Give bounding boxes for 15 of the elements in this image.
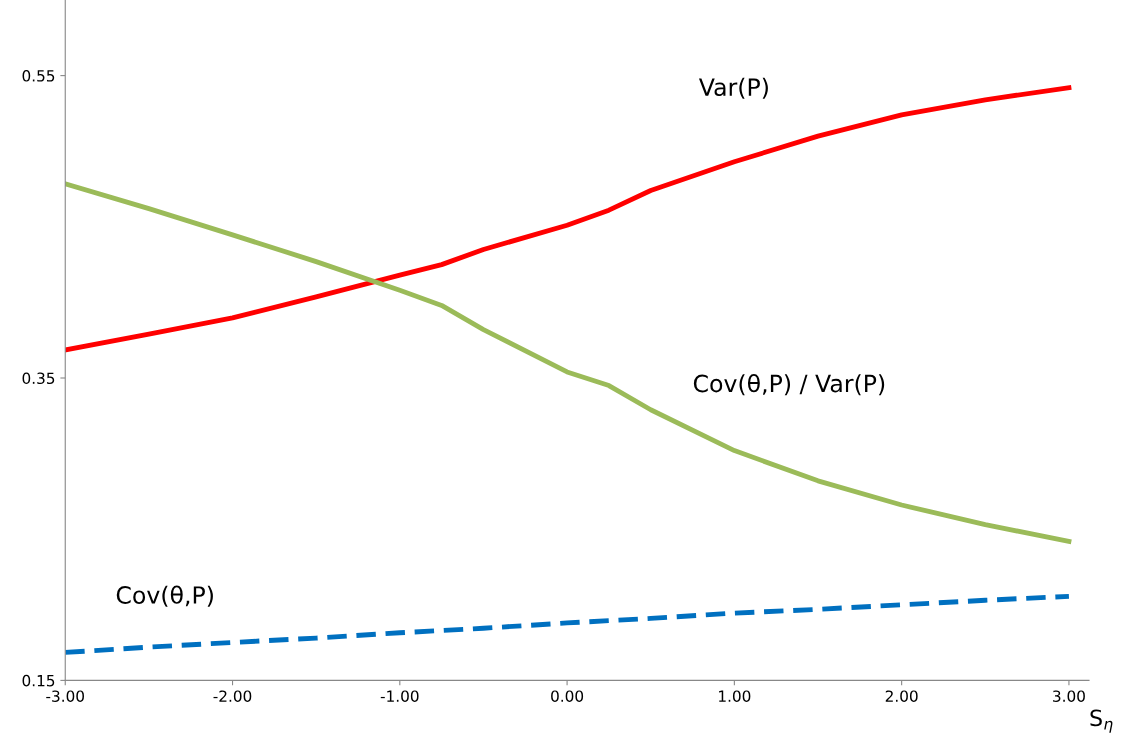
series-label: Cov(θ,P) [116, 585, 213, 607]
x-tick-label: -1.00 [380, 690, 419, 702]
x-tick-label: -2.00 [213, 690, 252, 702]
line-series [65, 181, 1072, 544]
x-axis-title: S$_{η}$ [1090, 709, 1113, 733]
y-tick-label: 0.15 [22, 674, 55, 687]
text: Var(P) [698, 77, 768, 99]
x-tick-label: 3.00 [1053, 690, 1085, 702]
series-label: Cov(θ,P) / Var(P) [693, 373, 885, 396]
x-tick-label: 2.00 [885, 690, 918, 702]
x-tick-label: 0.00 [551, 690, 584, 702]
x-tick-label: 1.00 [719, 690, 751, 702]
y-tick-label: 0.35 [22, 372, 55, 385]
y-tick-label: 0.55 [22, 70, 55, 82]
x-tick-label: -3.00 [46, 690, 84, 702]
